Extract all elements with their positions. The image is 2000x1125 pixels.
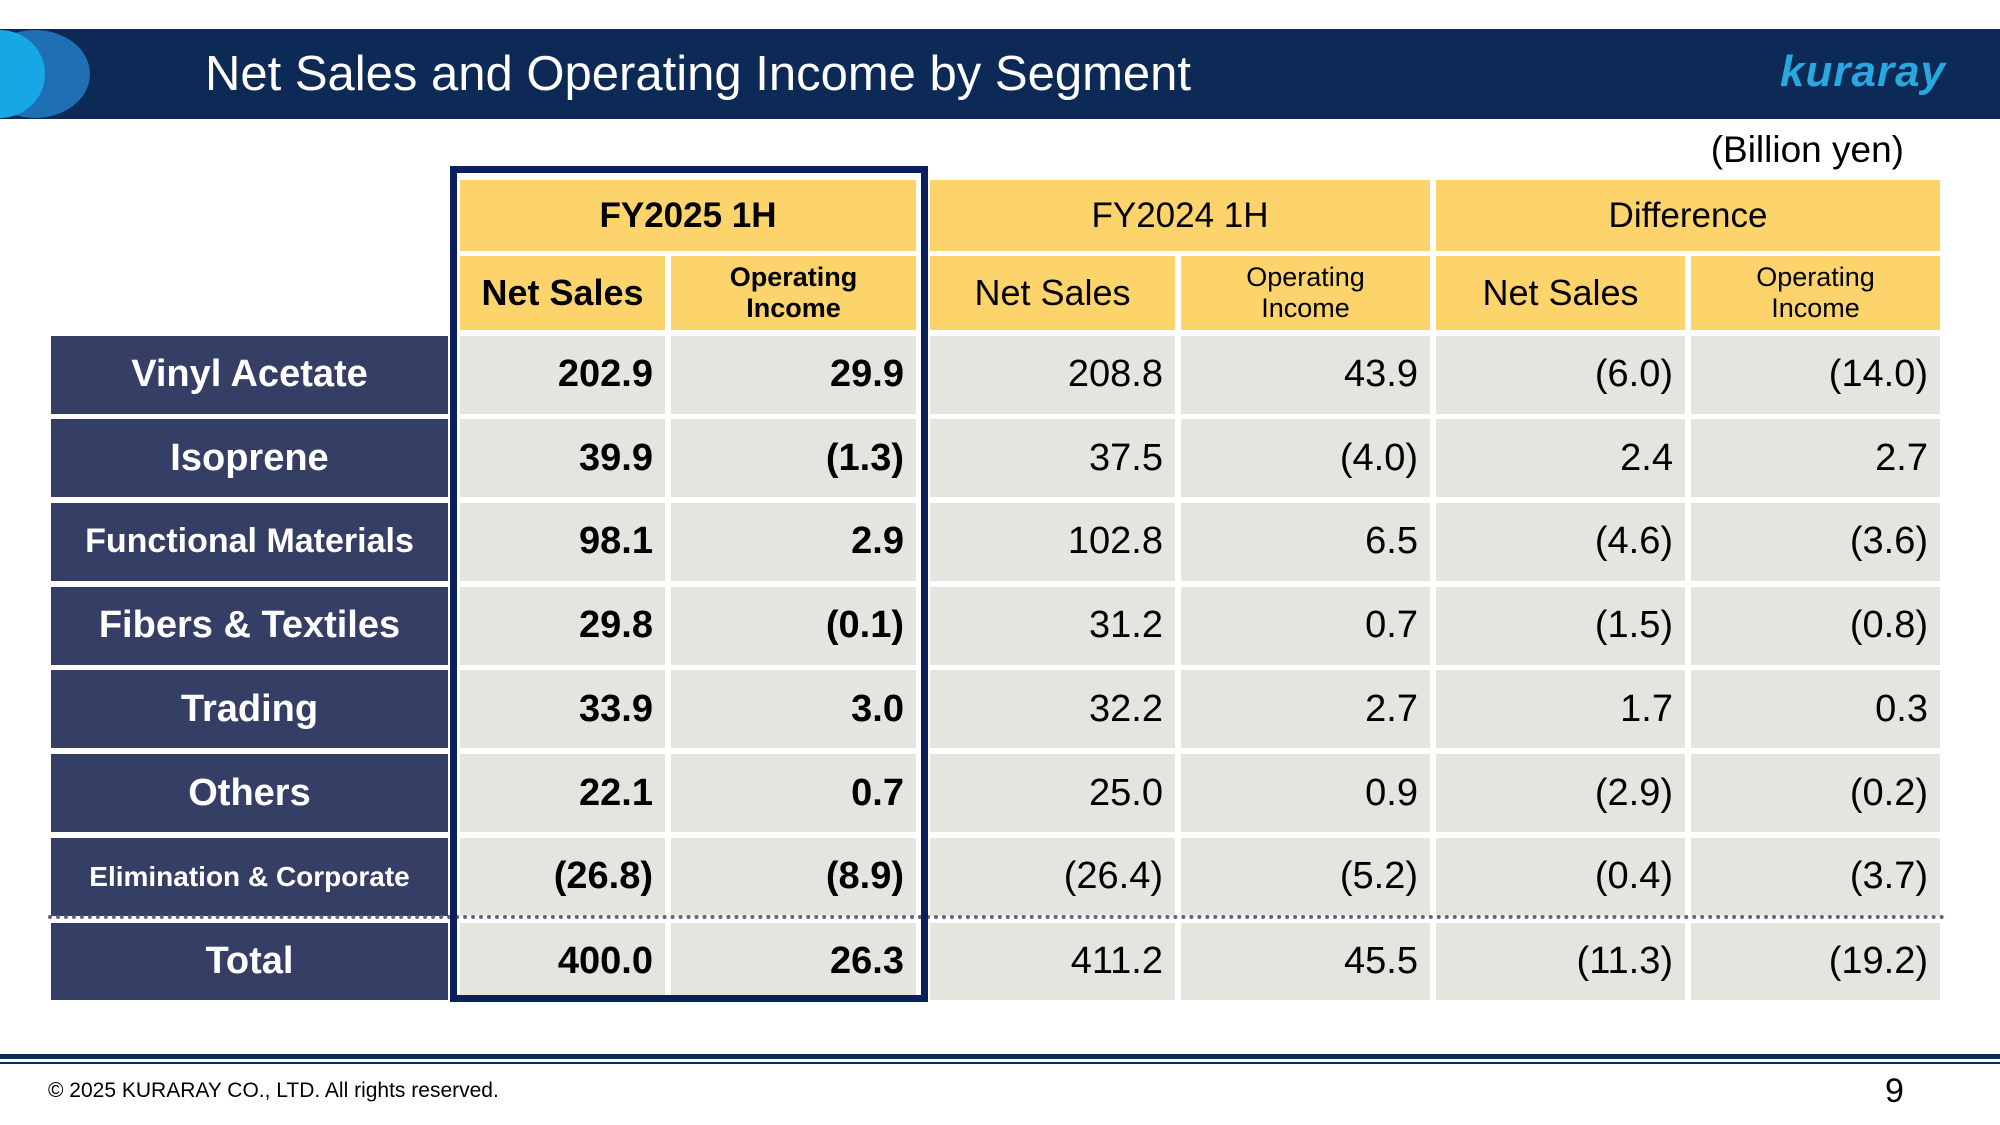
row-label: Fibers & Textiles [51, 586, 448, 665]
value-cell: 25.0 [930, 754, 1175, 832]
sub-header: Operating Income [1181, 256, 1430, 330]
value-cell: 98.1 [460, 502, 665, 581]
sub-header: Net Sales [1436, 256, 1685, 330]
value-cell: (6.0) [1436, 335, 1685, 414]
unit-label: (Billion yen) [1710, 129, 1904, 170]
value-cell: (2.9) [1436, 754, 1685, 832]
row-label: Trading [51, 670, 448, 749]
value-cell: (26.8) [460, 837, 665, 916]
value-cell: 37.5 [930, 419, 1175, 498]
value-cell: 39.9 [460, 419, 665, 498]
value-cell: (0.4) [1436, 837, 1685, 916]
value-cell: 0.7 [1181, 586, 1430, 665]
value-cell: 33.9 [460, 670, 665, 749]
sub-header: Net Sales [460, 256, 665, 330]
highlight-box [450, 166, 928, 1002]
value-cell: 102.8 [930, 502, 1175, 581]
value-cell: 22.1 [460, 754, 665, 832]
value-cell: (14.0) [1691, 335, 1940, 414]
value-cell: 0.7 [671, 754, 916, 832]
value-cell: 2.7 [1181, 670, 1430, 749]
value-cell: (0.2) [1691, 754, 1940, 832]
value-cell: 2.4 [1436, 419, 1685, 498]
value-cell: (1.5) [1436, 586, 1685, 665]
value-cell: (4.6) [1436, 502, 1685, 581]
row-label: Total [51, 923, 448, 1000]
logo: kuraray [1780, 47, 1947, 96]
group-header: Difference [1436, 180, 1940, 251]
value-cell: 202.9 [460, 335, 665, 414]
value-cell: 3.0 [671, 670, 916, 749]
value-cell: 2.7 [1691, 419, 1940, 498]
value-cell: (11.3) [1436, 923, 1685, 1000]
value-cell: 0.3 [1691, 670, 1940, 749]
value-cell: (4.0) [1181, 419, 1430, 498]
value-cell: 1.7 [1436, 670, 1685, 749]
value-cell: 208.8 [930, 335, 1175, 414]
value-cell: 45.5 [1181, 923, 1430, 1000]
value-cell: 32.2 [930, 670, 1175, 749]
row-label: Functional Materials [51, 502, 448, 581]
value-cell: 2.9 [671, 502, 916, 581]
group-header: FY2024 1H [930, 180, 1430, 251]
sub-header: Net Sales [930, 256, 1175, 330]
separator-line [48, 915, 1946, 919]
footer-line [0, 1062, 2000, 1064]
value-cell: (0.1) [671, 586, 916, 665]
value-cell: 0.9 [1181, 754, 1430, 832]
page-number: 9 [1885, 1072, 1904, 1110]
row-label: Isoprene [51, 419, 448, 498]
value-cell: 29.9 [671, 335, 916, 414]
footer-line [0, 1054, 2000, 1059]
sub-header: Operating Income [1691, 256, 1940, 330]
value-cell: (3.7) [1691, 837, 1940, 916]
row-label: Others [51, 754, 448, 832]
value-cell: 31.2 [930, 586, 1175, 665]
row-label: Vinyl Acetate [51, 335, 448, 414]
value-cell: (3.6) [1691, 502, 1940, 581]
header-bar [0, 29, 2000, 119]
value-cell: (26.4) [930, 837, 1175, 916]
value-cell: 400.0 [460, 923, 665, 1000]
value-cell: (0.8) [1691, 586, 1940, 665]
value-cell: 43.9 [1181, 335, 1430, 414]
sub-header: Operating Income [671, 256, 916, 330]
copyright: © 2025 KURARAY CO., LTD. All rights rese… [48, 1079, 499, 1102]
row-label: Elimination & Corporate [51, 837, 448, 916]
value-cell: (8.9) [671, 837, 916, 916]
value-cell: (5.2) [1181, 837, 1430, 916]
value-cell: 6.5 [1181, 502, 1430, 581]
group-header: FY2025 1H [460, 180, 916, 251]
value-cell: 26.3 [671, 923, 916, 1000]
value-cell: 411.2 [930, 923, 1175, 1000]
value-cell: (1.3) [671, 419, 916, 498]
page-title: Net Sales and Operating Income by Segmen… [205, 47, 1192, 101]
value-cell: 29.8 [460, 586, 665, 665]
value-cell: (19.2) [1691, 923, 1940, 1000]
